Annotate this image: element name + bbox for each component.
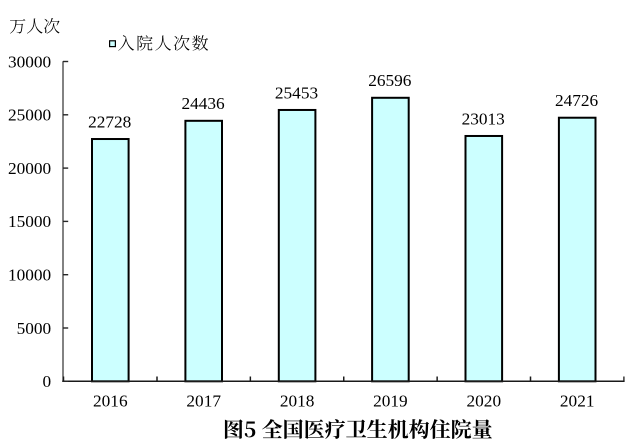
- svg-text:2019: 2019: [373, 392, 408, 411]
- svg-text:2017: 2017: [186, 392, 221, 411]
- svg-text:2016: 2016: [93, 392, 128, 411]
- svg-text:5000: 5000: [17, 319, 52, 338]
- svg-text:25000: 25000: [8, 106, 51, 125]
- svg-text:0: 0: [43, 372, 52, 391]
- svg-text:24726: 24726: [555, 91, 599, 110]
- svg-text:20000: 20000: [8, 159, 51, 178]
- svg-text:26596: 26596: [368, 71, 412, 90]
- svg-text:23013: 23013: [462, 109, 505, 128]
- svg-text:2018: 2018: [280, 392, 315, 411]
- svg-text:2021: 2021: [560, 392, 595, 411]
- svg-text:24436: 24436: [181, 94, 225, 113]
- svg-text:2020: 2020: [467, 392, 502, 411]
- svg-text:30000: 30000: [8, 52, 51, 71]
- svg-text:22728: 22728: [88, 112, 131, 131]
- svg-text:15000: 15000: [8, 212, 51, 231]
- svg-text:25453: 25453: [275, 83, 318, 102]
- svg-text:10000: 10000: [8, 266, 51, 285]
